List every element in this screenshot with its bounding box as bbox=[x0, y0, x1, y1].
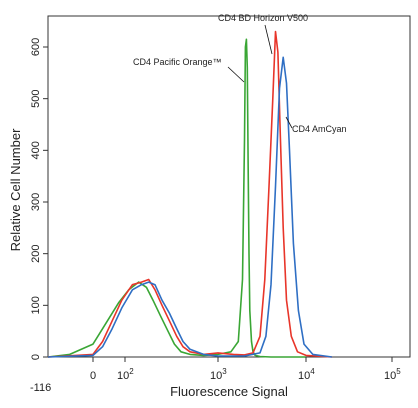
series-line-1 bbox=[47, 38, 306, 358]
y-tick-label: 400 bbox=[30, 141, 42, 159]
x-tick-label: -116 bbox=[30, 382, 51, 394]
x-tick-label: 105 bbox=[384, 367, 401, 382]
y-axis-title: Relative Cell Number bbox=[8, 128, 23, 251]
annotation-leader bbox=[285, 116, 293, 129]
x-tick-label: 102 bbox=[117, 367, 134, 382]
annotation-leader bbox=[264, 24, 273, 55]
x-tick-label: 103 bbox=[210, 367, 227, 382]
x-tick-label: 104 bbox=[298, 367, 315, 382]
tick-layer: 0 100 200 300 400 500 600 -116 0 102 103 104 105 bbox=[30, 38, 401, 394]
x-axis-title: Fluorescence Signal bbox=[170, 384, 288, 399]
y-tick-label: 500 bbox=[30, 89, 42, 107]
series-line-2 bbox=[47, 30, 332, 358]
series-line-3 bbox=[47, 56, 333, 358]
series-annotation-3: CD4 AmCyan bbox=[292, 124, 347, 134]
annotation-leader bbox=[227, 66, 245, 83]
annotation-layer: CD4 Pacific Orange™ CD4 BD Horizon V500 CD… bbox=[133, 13, 347, 134]
y-tick-label: 300 bbox=[30, 193, 42, 211]
y-tick-label: 600 bbox=[30, 38, 42, 56]
plot-frame bbox=[47, 15, 411, 358]
y-tick-label: 0 bbox=[30, 354, 42, 360]
x-tick-label: 0 bbox=[90, 370, 96, 382]
series-layer bbox=[47, 30, 333, 358]
y-tick-label: 200 bbox=[30, 244, 42, 262]
y-tick-label: 100 bbox=[30, 296, 42, 314]
series-annotation-2: CD4 BD Horizon V500 bbox=[218, 13, 308, 23]
series-annotation-1: CD4 Pacific Orange™ bbox=[133, 57, 222, 67]
